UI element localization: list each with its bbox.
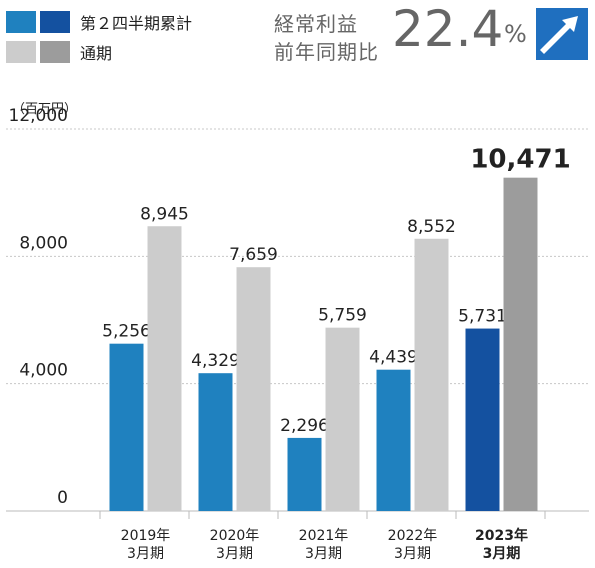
legend-swatch-full-light bbox=[6, 41, 36, 63]
bar bbox=[198, 373, 233, 511]
data-label: 8,945 bbox=[140, 204, 189, 224]
bar bbox=[147, 226, 182, 511]
data-label: 4,329 bbox=[191, 351, 240, 371]
bar bbox=[325, 327, 360, 511]
data-label: 5,731 bbox=[458, 307, 507, 327]
y-tick-label: 8,000 bbox=[19, 233, 68, 253]
legend-swatch-quarter-dark bbox=[40, 11, 70, 33]
bar bbox=[236, 267, 271, 511]
x-tick-label: 3月期 bbox=[394, 546, 431, 562]
x-tick-label: 2021年 bbox=[299, 528, 349, 544]
data-label: 5,759 bbox=[318, 306, 367, 326]
data-label: 7,659 bbox=[229, 245, 278, 265]
data-label: 10,471 bbox=[470, 145, 570, 175]
arrow-up-right-icon bbox=[536, 8, 588, 60]
data-label: 2,296 bbox=[280, 416, 329, 436]
unit-label: （百万円） bbox=[12, 102, 78, 117]
legend-swatch-full-dark bbox=[40, 41, 70, 63]
bar bbox=[503, 177, 538, 512]
y-tick-label: 4,000 bbox=[19, 361, 68, 381]
y-tick-label: 12,000 bbox=[9, 106, 68, 126]
data-label: 5,256 bbox=[102, 322, 151, 342]
x-tick-label: 2019年 bbox=[121, 528, 171, 544]
x-tick-label: 3月期 bbox=[483, 546, 521, 562]
legend-label-full-year: 通期 bbox=[80, 44, 113, 63]
legend-quarter: 第２四半期累計 bbox=[6, 10, 192, 34]
metric-unit: % bbox=[504, 20, 527, 48]
bar bbox=[376, 369, 411, 511]
data-label: 8,552 bbox=[407, 217, 456, 237]
metric-value: 22.4 bbox=[392, 0, 504, 58]
bar bbox=[414, 238, 449, 511]
bar bbox=[465, 328, 500, 511]
legend-label-quarter: 第２四半期累計 bbox=[80, 14, 193, 33]
x-tick-label: 2020年 bbox=[210, 528, 260, 544]
y-tick-label: 0 bbox=[57, 488, 68, 508]
metric-label-line2: 前年同期比 bbox=[274, 40, 379, 64]
legend-swatch-quarter-light bbox=[6, 11, 36, 33]
bar bbox=[109, 343, 144, 511]
x-tick-label: 2022年 bbox=[388, 528, 438, 544]
x-tick-label: 3月期 bbox=[127, 546, 164, 562]
bar bbox=[287, 437, 322, 511]
x-tick-label: 3月期 bbox=[216, 546, 253, 562]
x-tick-label: 2023年 bbox=[475, 527, 528, 544]
metric-label-line1: 経常利益 bbox=[274, 12, 358, 36]
legend-full-year: 通期 bbox=[6, 40, 112, 64]
x-tick-label: 3月期 bbox=[305, 546, 342, 562]
data-label: 4,439 bbox=[369, 348, 418, 368]
